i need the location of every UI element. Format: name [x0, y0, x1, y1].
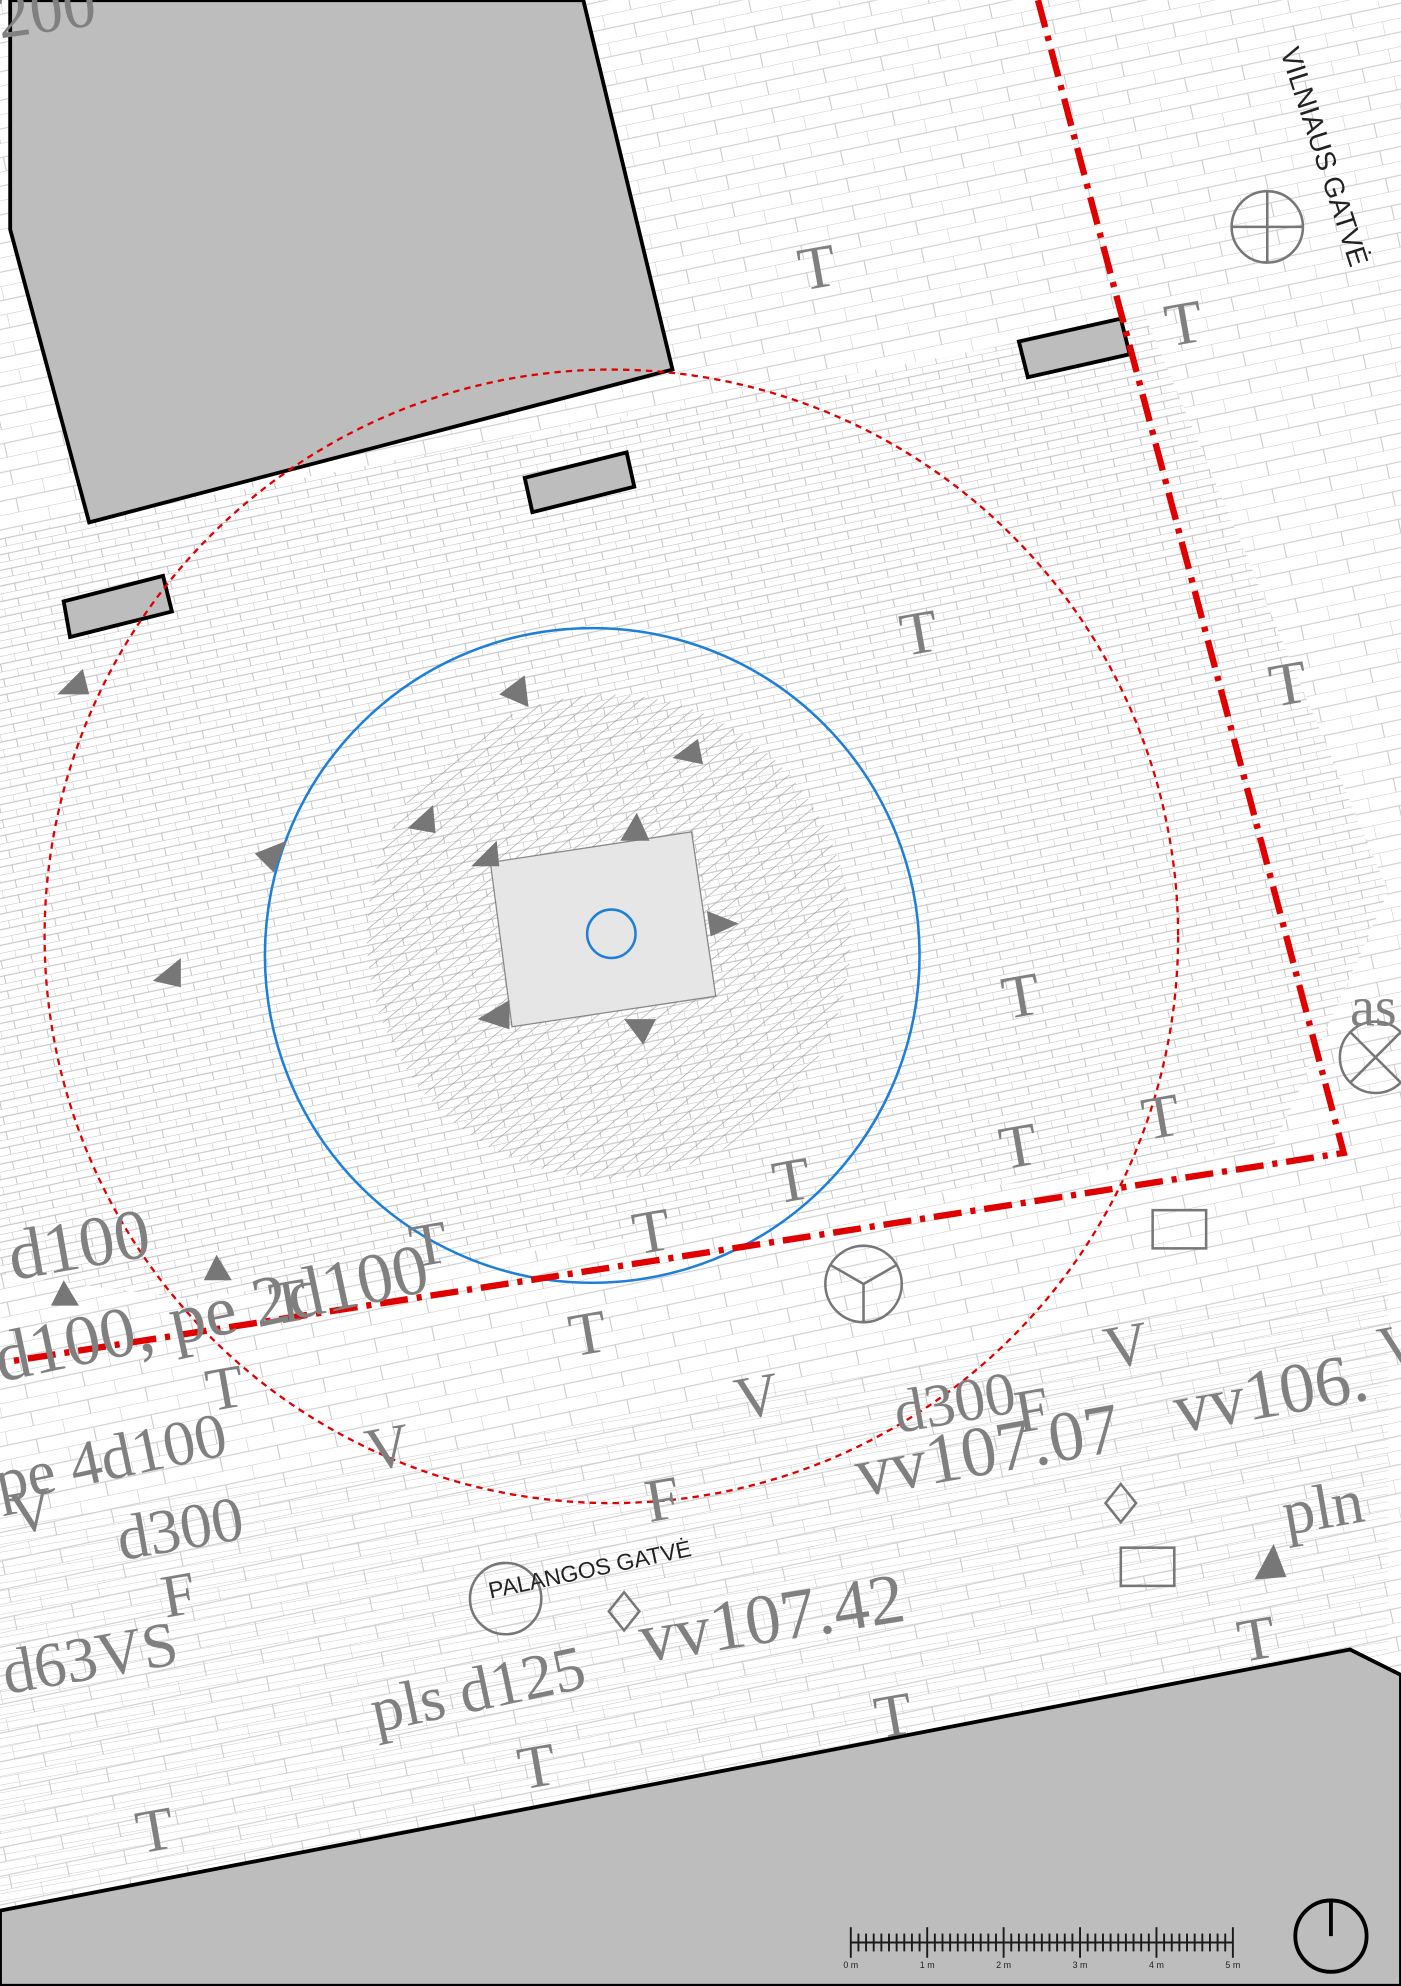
- scale-label: 5 m: [1225, 1960, 1240, 1970]
- north-arrow: [1293, 1898, 1369, 1974]
- trunk: [585, 908, 637, 960]
- building: [0, 1647, 1401, 1986]
- scale-label: 0 m: [843, 1960, 858, 1970]
- map-label: pln: [1276, 1465, 1368, 1549]
- scale-label: 2 m: [996, 1960, 1011, 1970]
- scale-label: 1 m: [920, 1960, 935, 1970]
- scale-label: 4 m: [1149, 1960, 1164, 1970]
- scale-label: 3 m: [1073, 1960, 1088, 1970]
- map-label: as: [1350, 976, 1397, 1038]
- kiosk: [61, 573, 175, 640]
- arrows: [50, 668, 1287, 1580]
- building: [8, 0, 675, 525]
- crown-circle: [263, 626, 921, 1285]
- scale-bar: [849, 1927, 1234, 1958]
- plot-boundary: [0, 0, 1348, 1367]
- tree-area: [43, 368, 1180, 1505]
- utility-symbols: [468, 189, 1401, 1636]
- kiosk: [522, 450, 637, 515]
- root-zone: [43, 368, 1180, 1505]
